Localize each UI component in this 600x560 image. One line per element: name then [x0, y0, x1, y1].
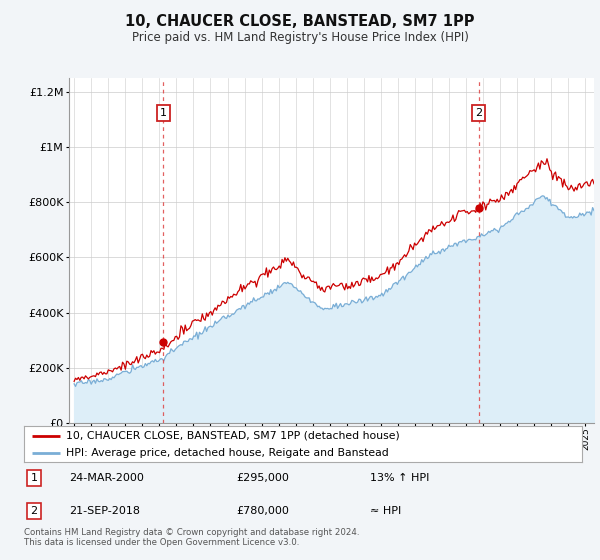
- Text: Contains HM Land Registry data © Crown copyright and database right 2024.
This d: Contains HM Land Registry data © Crown c…: [24, 528, 359, 547]
- Text: HPI: Average price, detached house, Reigate and Banstead: HPI: Average price, detached house, Reig…: [66, 448, 389, 458]
- Text: 1: 1: [160, 108, 167, 118]
- Text: £780,000: £780,000: [236, 506, 289, 516]
- Text: 24-MAR-2000: 24-MAR-2000: [68, 473, 143, 483]
- Text: 1: 1: [31, 473, 38, 483]
- Text: 10, CHAUCER CLOSE, BANSTEAD, SM7 1PP: 10, CHAUCER CLOSE, BANSTEAD, SM7 1PP: [125, 14, 475, 29]
- Text: ≈ HPI: ≈ HPI: [370, 506, 401, 516]
- Text: 2: 2: [31, 506, 38, 516]
- Text: 10, CHAUCER CLOSE, BANSTEAD, SM7 1PP (detached house): 10, CHAUCER CLOSE, BANSTEAD, SM7 1PP (de…: [66, 431, 400, 441]
- Text: Price paid vs. HM Land Registry's House Price Index (HPI): Price paid vs. HM Land Registry's House …: [131, 31, 469, 44]
- Text: 21-SEP-2018: 21-SEP-2018: [68, 506, 140, 516]
- Text: 2: 2: [475, 108, 482, 118]
- Text: £295,000: £295,000: [236, 473, 289, 483]
- Text: 13% ↑ HPI: 13% ↑ HPI: [370, 473, 430, 483]
